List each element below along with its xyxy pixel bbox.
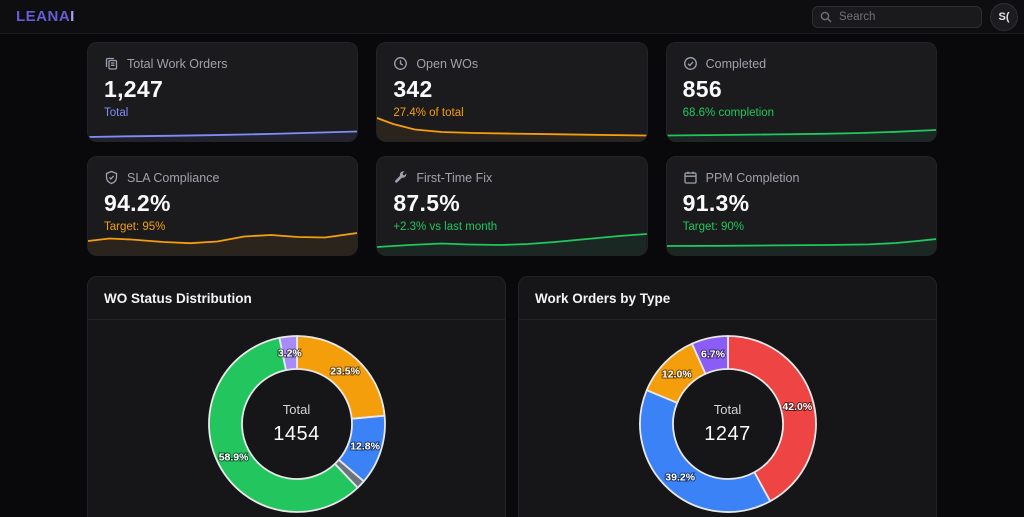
sparkline [666,111,936,141]
panel-work-orders-by-type: Work Orders by Type 42.0% 39.2% 12.0% 6.7% … [518,276,937,517]
user-avatar[interactable]: S( [990,2,1018,31]
kpi-value: 94.2% [104,190,171,216]
kpi-subtitle: 68.6% completion [682,107,775,119]
search-input[interactable] [812,6,982,28]
kpi-card-total-work-orders: Total Work Orders 1,247 Total [87,42,359,142]
donut-chart-type: 42.0% 39.2% 12.0% 6.7% Total 1247 [628,324,828,517]
sparkline [666,225,936,255]
donut-chart-status: 23.5% 12.8% 58.9% 3.2% Total 1454 [197,324,397,517]
svg-text:12.8%: 12.8% [350,440,380,452]
kpi-card-first-time-fix: First-Time Fix 87.5% +2.3% vs last month [376,156,648,256]
kpi-title: Total Work Orders [127,56,228,71]
clock-icon [393,56,408,71]
kpi-subtitle: 27.4% of total [393,107,464,119]
sparkline [88,225,358,255]
wrench-icon [393,170,408,185]
dashboard-content: Total Work Orders 1,247 Total Open WOs 3… [87,34,937,517]
search-icon [820,11,832,23]
svg-text:12.0%: 12.0% [661,369,691,381]
panel-title: WO Status Distribution [104,291,252,306]
kpi-subtitle: Target: 90% [682,221,745,233]
panel-wo-status-distribution: WO Status Distribution 23.5% 12.8% 58.9% 3.… [87,276,506,517]
kpi-subtitle: +2.3% vs last month [393,221,498,233]
panel-title: Work Orders by Type [535,291,671,306]
kpi-value: 91.3% [682,190,750,216]
check-circle-icon [683,56,698,71]
kpi-grid: Total Work Orders 1,247 Total Open WOs 3… [87,42,937,256]
top-bar: LEANAI S( [0,0,1024,34]
kpi-title: Completed [705,56,767,71]
kpi-subtitle: Target: 95% [104,221,166,233]
kpi-card-sla-compliance: SLA Compliance 94.2% Target: 95% [87,156,359,256]
sparkline [88,111,358,141]
svg-text:23.5%: 23.5% [330,366,360,378]
kpi-value: 856 [682,76,722,102]
kpi-subtitle: Total [104,107,129,119]
svg-text:3.2%: 3.2% [277,348,302,360]
kpi-title: First-Time Fix [416,170,493,185]
calendar-icon [683,170,698,185]
search-box [812,6,982,28]
kpi-card-open-wos: Open WOs 342 27.4% of total [376,42,648,142]
kpi-value: 87.5% [393,190,461,216]
svg-text:6.7%: 6.7% [701,349,726,361]
donut-chart-type-svg[interactable]: 42.0% 39.2% 12.0% 6.7% [628,324,828,517]
svg-text:39.2%: 39.2% [665,472,695,484]
app-logo-suffix: I [70,8,75,25]
donut-chart-status-svg[interactable]: 23.5% 12.8% 58.9% 3.2% [197,324,397,517]
charts-row: WO Status Distribution 23.5% 12.8% 58.9% 3.… [87,276,937,517]
kpi-card-completed: Completed 856 68.6% completion [665,42,937,142]
sparkline [377,111,647,141]
kpi-title: SLA Compliance [127,170,220,185]
kpi-value: 342 [393,76,433,102]
kpi-title: PPM Completion [705,170,800,185]
shield-check-icon [104,170,119,185]
clipboard-icon [104,56,119,71]
svg-text:42.0%: 42.0% [782,401,812,413]
sparkline [377,225,647,255]
svg-text:58.9%: 58.9% [218,452,248,464]
kpi-title: Open WOs [416,56,479,71]
kpi-value: 1,247 [104,76,164,102]
app-logo[interactable]: LEANAI [16,8,75,25]
kpi-card-ppm-completion: PPM Completion 91.3% Target: 90% [665,156,937,256]
